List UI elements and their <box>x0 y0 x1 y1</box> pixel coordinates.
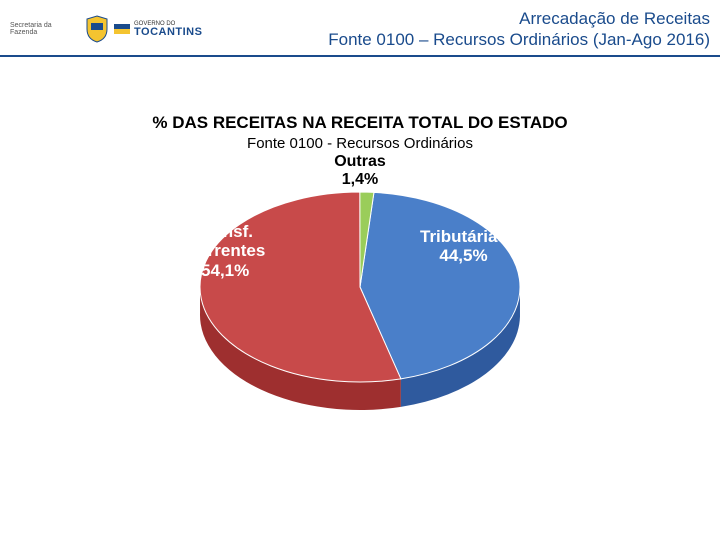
header-title-1: Arrecadação de Receitas <box>328 8 710 29</box>
logo-left-line2: Fazenda <box>10 29 80 37</box>
chart-subtitle: Fonte 0100 - Recursos Ordinários <box>0 135 720 152</box>
label-transf-l1: Transf. <box>197 222 253 241</box>
header-title-2: Fonte 0100 – Recursos Ordinários (Jan-Ag… <box>328 29 710 50</box>
header-title-block: Arrecadação de Receitas Fonte 0100 – Rec… <box>328 8 710 51</box>
label-trib-pct: 44,5% <box>439 246 487 265</box>
logo-text: GOVERNO DO TOCANTINS <box>134 21 202 38</box>
label-outras-name: Outras <box>334 153 386 170</box>
page-header: Secretaria da Fazenda GOVERNO DO TOCANTI… <box>0 0 720 57</box>
flag-icon <box>114 24 130 34</box>
label-tributarias: Tributárias 44,5% <box>420 227 507 266</box>
shield-icon <box>84 14 110 44</box>
chart-area: % DAS RECEITAS NA RECEITA TOTAL DO ESTAD… <box>0 57 720 537</box>
logo-state-text: TOCANTINS <box>134 27 202 38</box>
logo-secretaria: Secretaria da Fazenda <box>10 14 80 44</box>
label-trib-name: Tributárias <box>420 227 507 246</box>
label-transf-l2: Correntes <box>185 241 265 260</box>
chart-title: % DAS RECEITAS NA RECEITA TOTAL DO ESTAD… <box>0 113 720 133</box>
pie-chart <box>180 177 540 417</box>
label-transf-pct: 54,1% <box>201 261 249 280</box>
logo-left-line1: Secretaria da <box>10 22 80 30</box>
label-transf: Transf. Correntes 54,1% <box>185 222 265 281</box>
logo-tocantins: GOVERNO DO TOCANTINS <box>114 21 202 38</box>
